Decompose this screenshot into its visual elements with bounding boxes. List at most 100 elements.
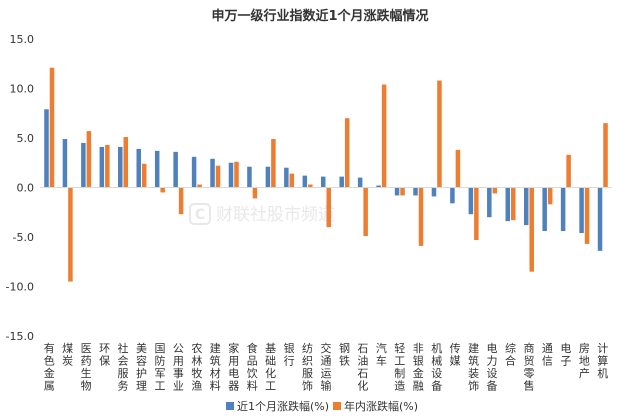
bar-series-1 xyxy=(210,158,215,188)
bar-series-2 xyxy=(547,187,553,205)
y-tick-label: -5.0 xyxy=(13,231,34,244)
bar-series-2 xyxy=(418,187,424,246)
bar-series-1 xyxy=(505,187,511,222)
watermark-text: 财联社股市频道 xyxy=(216,205,335,225)
bars xyxy=(44,67,608,282)
bar-series-1 xyxy=(321,176,326,188)
bar-series-1 xyxy=(542,187,547,232)
bar-series-1 xyxy=(284,167,289,188)
bar-series-2 xyxy=(492,187,498,194)
bar-series-1 xyxy=(302,175,308,188)
x-category-label: 基础化工 xyxy=(265,342,276,393)
bar-series-2 xyxy=(474,187,479,240)
y-tick-label: 5.0 xyxy=(17,132,35,145)
watermark: C 财联社股市频道 xyxy=(189,203,335,225)
bar-series-2 xyxy=(49,67,55,188)
bar-series-1 xyxy=(579,187,584,234)
x-axis-labels: 有色金属煤炭医药生物环保社会服务美容护理国防军工公用事业农林牧渔建筑材料家用电器… xyxy=(44,341,609,393)
bar-series-1 xyxy=(154,150,160,188)
bar-series-1 xyxy=(44,109,49,188)
x-category-label: 国防军工 xyxy=(154,342,165,393)
x-category-label: 家用电器 xyxy=(228,341,239,393)
x-category-label: 非银金融 xyxy=(413,342,424,393)
x-category-label: 美容护理 xyxy=(136,342,147,393)
bar-series-2 xyxy=(529,187,534,272)
watermark-logo-letter: C xyxy=(195,207,205,223)
bar-series-1 xyxy=(487,187,492,218)
y-axis: 15.0 10.0 5.0 0.0 -5.0 -10.0 -15.0 xyxy=(6,33,34,343)
bar-series-2 xyxy=(437,80,442,188)
bar-series-1 xyxy=(247,166,252,188)
legend-label-series-2: 年内涨跌幅(%) xyxy=(344,399,418,413)
bar-series-2 xyxy=(68,187,73,282)
x-category-label: 交通运输 xyxy=(321,341,332,393)
y-tick-label: 10.0 xyxy=(10,83,35,96)
bar-series-2 xyxy=(141,163,147,188)
x-category-label: 电子 xyxy=(560,342,571,368)
bar-series-1 xyxy=(560,187,566,232)
bar-series-1 xyxy=(394,187,400,196)
bar-series-2 xyxy=(123,137,129,188)
x-category-label: 电力设备 xyxy=(487,342,498,393)
y-tick-label: -15.0 xyxy=(6,330,34,343)
bar-series-2 xyxy=(86,131,92,188)
bar-series-2 xyxy=(455,149,461,188)
bar-series-1 xyxy=(173,151,178,188)
bar-series-2 xyxy=(289,173,295,188)
bar-series-2 xyxy=(178,187,184,215)
bar-series-1 xyxy=(81,142,86,188)
bar-series-1 xyxy=(450,187,455,204)
x-category-label: 综合 xyxy=(505,341,516,368)
bar-series-1 xyxy=(357,177,363,188)
bar-series-2 xyxy=(197,184,202,188)
bar-series-2 xyxy=(326,187,331,228)
bar-series-2 xyxy=(584,187,590,244)
bar-series-2 xyxy=(160,187,165,193)
x-category-label: 传媒 xyxy=(450,342,461,368)
x-category-label: 建筑装饰 xyxy=(468,341,479,393)
bar-series-1 xyxy=(99,146,105,188)
x-category-label: 煤炭 xyxy=(62,342,73,368)
bar-series-2 xyxy=(105,144,110,188)
bar-series-2 xyxy=(400,187,405,196)
x-category-label: 环保 xyxy=(99,342,110,368)
x-category-label: 计算机 xyxy=(597,342,608,380)
legend-label-series-1: 近1个月涨跌幅(%) xyxy=(237,399,329,413)
bar-series-2 xyxy=(234,161,239,188)
x-category-label: 纺织服饰 xyxy=(302,341,313,393)
bar-series-2 xyxy=(566,154,571,188)
chart-title: 申万一级行业指数近1个月涨跌幅情况 xyxy=(211,8,428,24)
x-category-label: 有色金属 xyxy=(44,341,55,393)
y-tick-label: 15.0 xyxy=(10,33,35,46)
bar-series-1 xyxy=(118,146,123,188)
x-category-label: 石油石化 xyxy=(357,342,368,393)
bar-series-1 xyxy=(431,187,437,197)
bar-series-1 xyxy=(413,187,418,196)
bar-series-2 xyxy=(215,165,221,188)
bar-series-1 xyxy=(523,187,529,226)
bar-series-1 xyxy=(62,138,68,188)
legend-swatch-series-1 xyxy=(226,402,234,410)
bar-series-2 xyxy=(344,118,350,188)
x-category-label: 商贸零售 xyxy=(523,341,534,393)
x-category-label: 农林牧渔 xyxy=(191,341,202,393)
bar-series-1 xyxy=(228,162,234,188)
bar-series-1 xyxy=(468,187,474,215)
x-category-label: 社会服务 xyxy=(118,341,129,393)
x-category-label: 医药生物 xyxy=(81,342,92,393)
x-category-label: 建筑材料 xyxy=(210,341,221,393)
legend: 近1个月涨跌幅(%) 年内涨跌幅(%) xyxy=(226,399,418,413)
bar-series-2 xyxy=(511,187,516,221)
bar-series-2 xyxy=(363,187,368,237)
bar-series-1 xyxy=(376,185,381,188)
y-tick-label: 0.0 xyxy=(17,182,35,195)
x-category-label: 银行 xyxy=(284,341,295,368)
legend-swatch-series-2 xyxy=(333,402,341,410)
x-category-label: 汽车 xyxy=(376,341,387,368)
bar-series-2 xyxy=(603,123,608,188)
bar-series-1 xyxy=(191,156,197,188)
bar-series-2 xyxy=(252,187,258,199)
bar-series-2 xyxy=(271,138,276,188)
x-category-label: 食品饮料 xyxy=(247,341,258,393)
